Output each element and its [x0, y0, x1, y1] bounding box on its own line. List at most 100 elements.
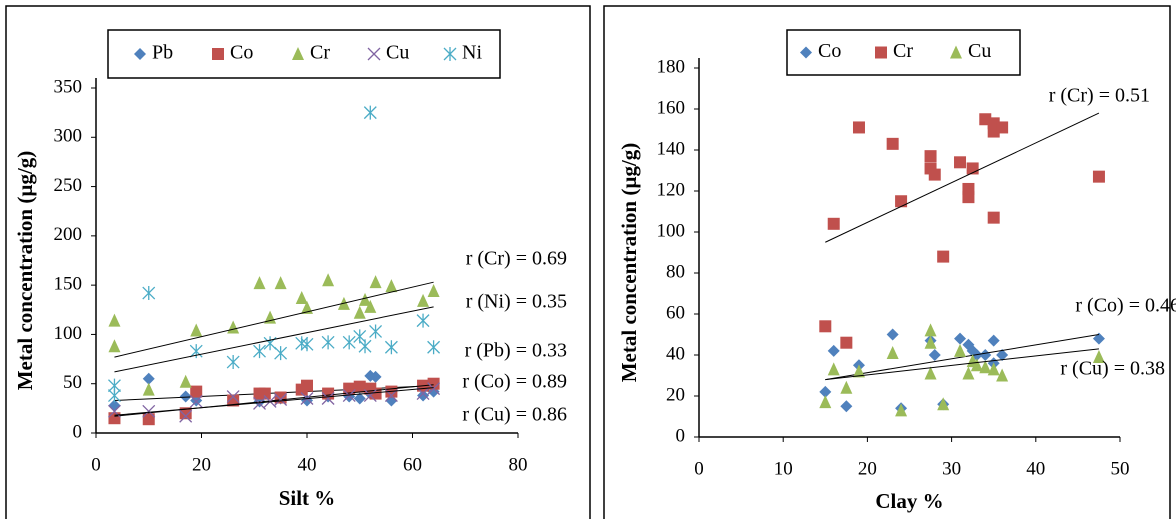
point: [427, 382, 441, 396]
trend-line: [114, 387, 434, 416]
y-tick-label: 250: [54, 175, 83, 196]
x-tick-label: 80: [509, 454, 528, 475]
y-tick-label: 60: [666, 302, 685, 323]
point: [1092, 350, 1105, 364]
panel-frame: [603, 5, 1171, 519]
point: [827, 362, 840, 376]
x-tick-label: 30: [942, 458, 961, 479]
point: [353, 380, 366, 393]
point: [819, 395, 832, 409]
point: [987, 362, 1000, 376]
legend-label: Cu: [386, 42, 409, 64]
annotation: r (Co) = 0.89: [462, 371, 567, 393]
point: [274, 393, 288, 406]
point: [996, 368, 1009, 382]
point: [253, 276, 266, 290]
trend-line: [114, 306, 434, 373]
y-axis-label: Metal concentration (µg/g): [13, 151, 37, 391]
point: [179, 407, 192, 420]
point: [996, 349, 1009, 361]
point: [353, 305, 366, 319]
point: [142, 404, 156, 418]
legend-label: Cu: [968, 40, 991, 62]
x-tick-label: 0: [694, 458, 704, 479]
point: [1092, 170, 1105, 183]
point: [190, 323, 203, 337]
point: [253, 396, 266, 410]
x-tick-label: 50: [1111, 458, 1130, 479]
point: [427, 377, 440, 390]
point: [189, 344, 203, 359]
point: [928, 168, 941, 181]
point: [886, 328, 899, 341]
point: [962, 191, 975, 204]
point: [996, 121, 1009, 134]
annotation: r (Cr) = 0.69: [466, 248, 567, 270]
point: [924, 323, 937, 337]
point: [962, 366, 975, 380]
point: [840, 380, 853, 394]
legend-marker: [367, 47, 381, 61]
point: [190, 385, 203, 398]
point: [416, 387, 430, 401]
point: [827, 344, 840, 357]
x-axis-label: Silt %: [279, 486, 336, 510]
x-tick-label: 40: [298, 454, 317, 475]
point: [189, 394, 203, 408]
y-tick-label: 150: [54, 274, 83, 295]
point: [970, 358, 983, 372]
panel-frame: [5, 5, 591, 519]
point: [179, 409, 193, 423]
point: [954, 156, 967, 169]
point: [979, 349, 992, 361]
trend-line: [825, 334, 1100, 381]
point: [108, 313, 121, 327]
point: [987, 334, 1000, 347]
x-tick-label: 20: [192, 454, 211, 475]
point: [301, 394, 313, 407]
point: [369, 324, 383, 339]
x-tick-label: 60: [403, 454, 422, 475]
point: [852, 121, 865, 134]
x-axis-label: Clay %: [875, 489, 943, 513]
y-tick-label: 350: [54, 76, 83, 97]
point: [108, 339, 121, 353]
legend-marker: [800, 46, 812, 59]
point: [226, 390, 240, 403]
annotation: r (Pb) = 0.33: [465, 340, 567, 362]
y-tick-label: 0: [676, 425, 686, 446]
point: [321, 335, 335, 350]
point: [342, 389, 356, 403]
point: [385, 279, 398, 293]
legend-box: [786, 29, 1021, 76]
legend-marker: [875, 46, 887, 59]
point: [363, 389, 377, 403]
point: [417, 389, 430, 402]
point: [142, 382, 155, 396]
point: [417, 293, 430, 307]
x-tick-label: 10: [774, 458, 793, 479]
legend-marker: [292, 47, 304, 60]
legend-marker: [212, 48, 224, 60]
trend-line: [825, 112, 1100, 243]
point: [928, 349, 941, 361]
point: [840, 336, 853, 349]
trend-line: [114, 281, 434, 358]
point: [253, 344, 266, 359]
point: [295, 290, 308, 304]
y-tick-label: 100: [54, 323, 83, 344]
point: [895, 195, 908, 208]
point: [1092, 332, 1105, 345]
point: [300, 337, 314, 352]
point: [369, 370, 382, 383]
point: [179, 374, 192, 388]
point: [263, 336, 277, 351]
point: [937, 397, 950, 411]
point: [363, 105, 377, 120]
point: [979, 360, 992, 374]
point: [369, 275, 382, 289]
annotation: r (Co) = 0.46: [1075, 295, 1176, 317]
y-tick-label: 40: [666, 343, 685, 364]
point: [358, 339, 372, 354]
point: [142, 413, 155, 426]
